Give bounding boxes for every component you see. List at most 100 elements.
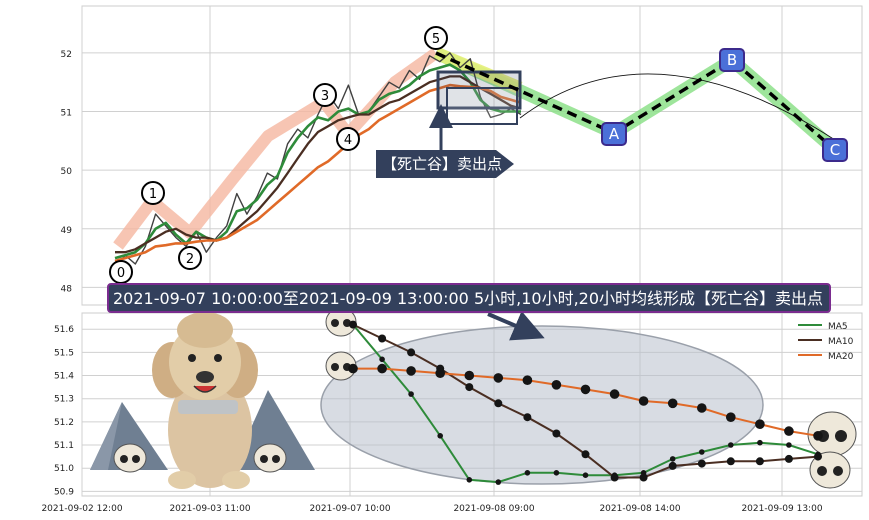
top-series-ma10	[115, 75, 522, 254]
bottom-point-ma20	[813, 431, 823, 441]
headline-banner: 2021-09-07 10:00:00至2021-09-09 13:00:00 …	[107, 283, 831, 313]
death-valley-ellipse	[320, 325, 764, 485]
bottom-point-ma20	[784, 426, 794, 436]
bottom-y-tick-label: 50.9	[54, 487, 74, 497]
top-y-tick-label: 49	[61, 226, 73, 236]
x-ticks: 2021-09-02 12:00 2021-09-03 11:00 2021-09-…	[41, 504, 822, 514]
pattern-marker-a: A	[601, 122, 627, 146]
skull-icon-right-ground	[253, 443, 287, 473]
bottom-point-ma10	[581, 450, 590, 459]
top-y-ticks: 48 49 50 51 52	[61, 50, 73, 295]
bottom-point-ma5	[669, 456, 676, 462]
bottom-y-tick-label: 51.2	[54, 418, 74, 428]
death-valley-zone-inner	[446, 87, 518, 125]
sell-signal-callout: 【死亡谷】卖出点	[376, 150, 514, 178]
bottom-point-ma10	[349, 320, 357, 329]
wave-marker-4: 4	[336, 127, 360, 151]
x-tick-label: 2021-09-08 09:00	[453, 504, 534, 514]
bottom-point-ma5	[466, 477, 473, 483]
bottom-point-ma10	[726, 457, 735, 466]
bottom-point-ma5	[495, 479, 502, 485]
top-y-tick-label: 50	[61, 167, 73, 177]
bottom-y-tick-label: 51.1	[54, 441, 74, 451]
wave-marker-0: 0	[109, 260, 133, 284]
top-panel: 48 49 50 51 52 0 1 2 3 4 5 A B C 【死亡谷】卖出点	[61, 5, 863, 306]
bottom-point-ma20	[697, 403, 707, 413]
bottom-point-ma5	[437, 433, 444, 439]
skull-icon-ma20-start	[325, 351, 357, 381]
svg-text:B: B	[727, 51, 737, 69]
bottom-point-ma5	[786, 442, 792, 448]
bottom-point-ma20	[609, 389, 620, 399]
skull-icon-end-bottom	[809, 451, 851, 489]
bottom-y-tick-label: 51.4	[54, 372, 74, 382]
svg-text:C: C	[830, 141, 840, 159]
wave-marker-5: 5	[424, 26, 448, 50]
x-tick-label: 2021-09-08 14:00	[599, 504, 680, 514]
top-series-group	[114, 52, 522, 271]
bottom-point-ma10	[639, 473, 648, 482]
x-tick-label: 2021-09-07 10:00	[309, 504, 390, 514]
bottom-point-ma5	[699, 449, 705, 455]
wave-marker-2: 2	[178, 246, 202, 270]
bottom-point-ma10	[407, 348, 416, 357]
dog-illustration	[152, 312, 258, 489]
x-tick-label: 2021-09-09 13:00	[741, 504, 822, 514]
bottom-point-ma20	[493, 373, 504, 383]
bottom-point-ma20	[667, 398, 678, 409]
bottom-point-ma5	[408, 391, 414, 397]
bottom-point-ma20	[551, 380, 562, 390]
bottom-point-ma20	[726, 412, 736, 423]
bottom-point-ma20	[348, 363, 358, 374]
bottom-y-tick-label: 51.6	[54, 325, 74, 335]
bottom-y-tick-label: 51.3	[54, 395, 74, 405]
legend: MA5 MA10 MA20	[798, 322, 854, 362]
top-y-tick-label: 48	[61, 284, 73, 294]
pattern-marker-b: B	[719, 48, 745, 72]
bottom-panel: 50.9 51.0 51.1 51.2 51.3 51.4 51.5 51.6 2021-09…	[41, 307, 863, 514]
bottom-y-tick-label: 51.5	[54, 348, 74, 358]
mountain-illustration	[90, 390, 315, 470]
svg-text:4: 4	[344, 133, 352, 148]
bottom-point-ma5	[553, 470, 560, 476]
death-valley-zone-outer	[436, 70, 522, 110]
legend-label-ma20: MA20	[828, 352, 854, 362]
bottom-point-ma10	[494, 399, 503, 408]
wave-marker-3: 3	[313, 83, 337, 107]
bottom-point-ma20	[406, 366, 416, 376]
legend-label-ma5: MA5	[828, 322, 848, 332]
headline-text: 2021-09-07 10:00:00至2021-09-09 13:00:00 …	[113, 289, 823, 308]
bottom-y-tick-label: 51.0	[54, 464, 74, 474]
bottom-point-ma10	[465, 383, 474, 392]
bottom-series-group	[348, 320, 823, 485]
pattern-dashed-path	[435, 51, 837, 152]
wave-marker-1: 1	[141, 181, 165, 205]
bottom-point-ma5	[379, 356, 385, 363]
x-tick-label: 2021-09-03 11:00	[169, 504, 250, 514]
svg-text:1: 1	[149, 187, 157, 202]
bottom-point-ma20	[755, 419, 765, 430]
bottom-point-ma5	[728, 442, 734, 448]
legend-label-ma10: MA10	[828, 337, 854, 347]
svg-text:2: 2	[186, 252, 194, 267]
top-y-tick-label: 51	[61, 109, 72, 119]
skull-icon-left-ground	[113, 443, 147, 473]
bottom-point-ma10	[814, 452, 822, 461]
pattern-marker-c: C	[822, 138, 848, 162]
bottom-point-ma10	[523, 413, 532, 422]
headline-pointer-arrow	[487, 310, 545, 341]
bottom-point-ma5	[524, 470, 531, 476]
svg-text:A: A	[609, 125, 620, 143]
bottom-point-ma10	[668, 461, 677, 470]
svg-text:5: 5	[432, 32, 440, 47]
bottom-point-ma20	[638, 396, 649, 406]
bottom-point-ma5	[582, 472, 589, 479]
bottom-point-ma20	[580, 384, 591, 395]
x-tick-label: 2021-09-02 12:00	[41, 504, 122, 514]
pattern-arc	[519, 73, 836, 141]
bottom-point-ma10	[784, 454, 793, 463]
bottom-point-ma10	[697, 459, 706, 468]
bottom-point-ma10	[552, 429, 561, 438]
top-series-ma20	[114, 83, 522, 263]
